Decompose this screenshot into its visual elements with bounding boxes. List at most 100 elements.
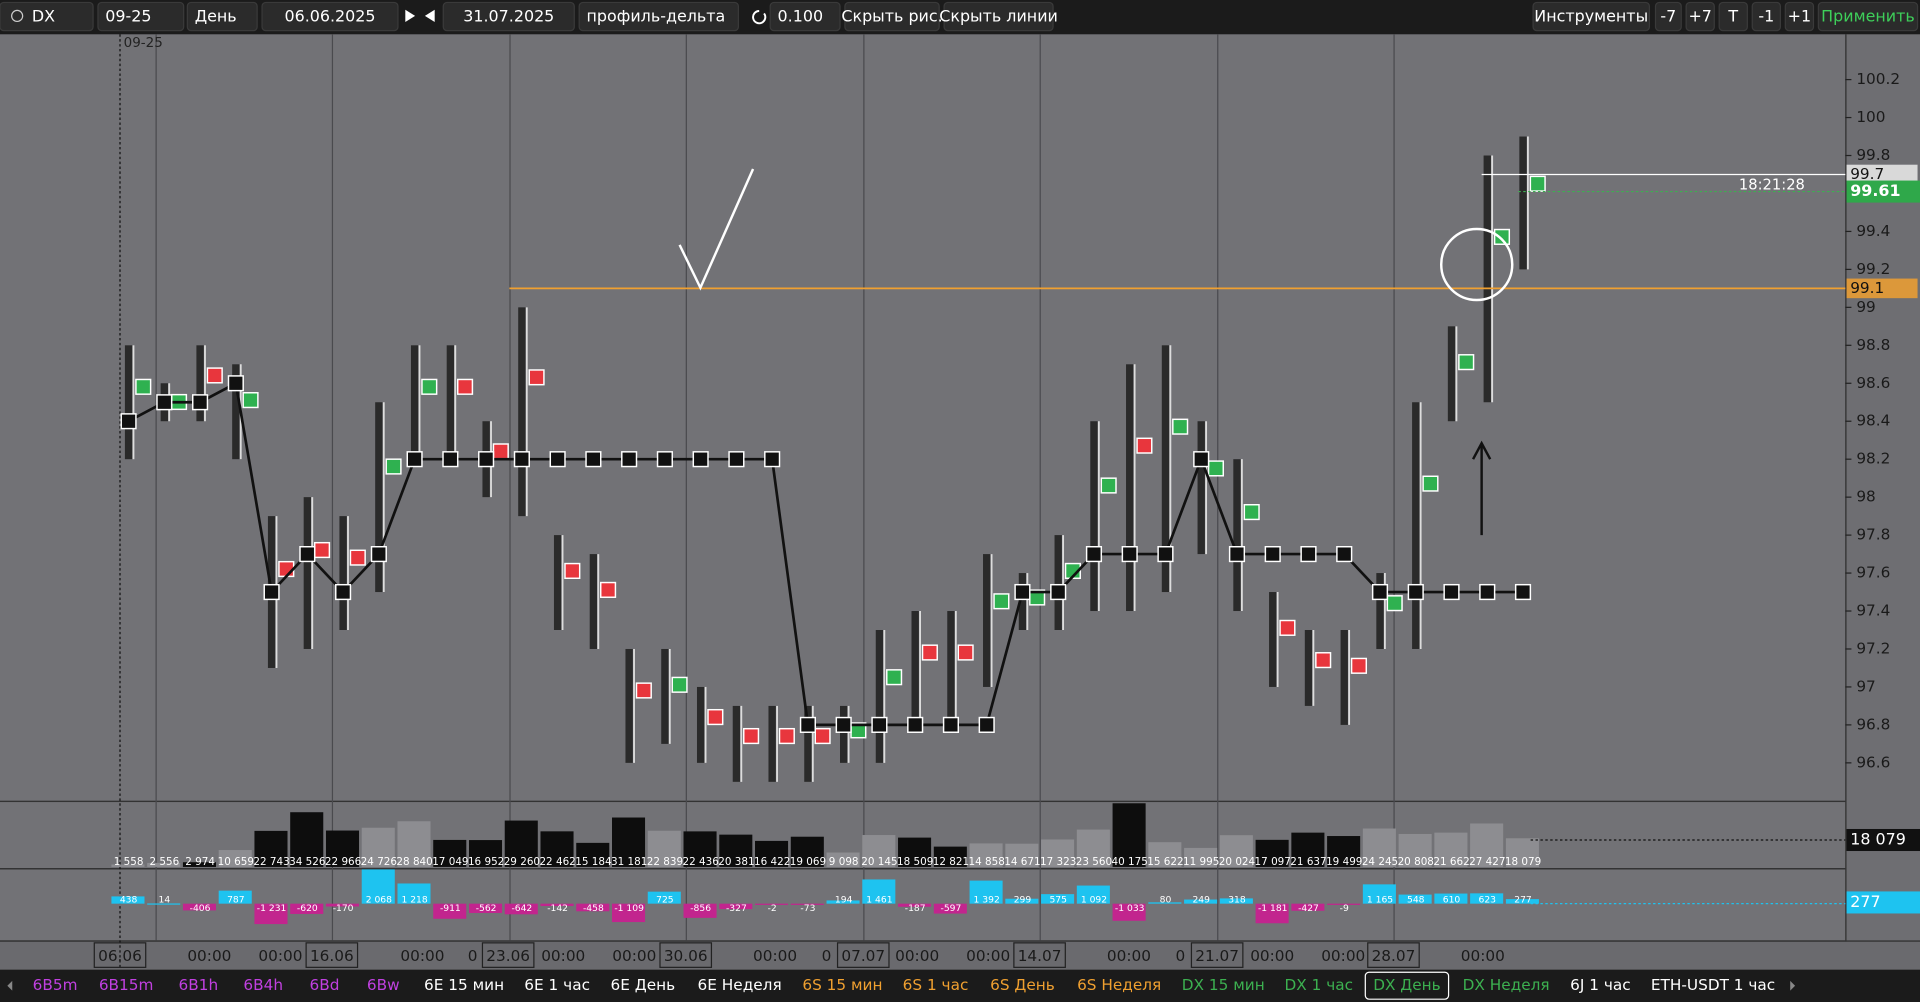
last-line-label: 99.7 — [1850, 165, 1884, 183]
volume-bar — [719, 834, 753, 867]
tab[interactable]: ETH-USDT 1 час — [1651, 976, 1775, 994]
apply-button[interactable]: Применить — [1821, 7, 1915, 26]
tab[interactable]: DX Неделя — [1463, 976, 1550, 994]
template-select-box[interactable] — [578, 1, 739, 32]
poc-box — [978, 716, 995, 733]
tab[interactable]: 6B5m — [33, 976, 78, 994]
volume-label: 10 659 — [218, 856, 254, 868]
contract-select[interactable]: 09-25 — [105, 7, 151, 26]
symbol-search-box[interactable] — [0, 1, 94, 32]
tab-scroll-left[interactable] — [7, 980, 13, 991]
step-input[interactable]: 0.100 — [778, 7, 824, 26]
delta-cell — [349, 549, 366, 566]
symbol-search[interactable]: DX — [32, 7, 55, 26]
tab[interactable]: 6E Неделя — [698, 976, 782, 994]
date-marker — [1190, 942, 1244, 968]
delta-bar — [1291, 903, 1325, 911]
tab[interactable]: 6B15m — [99, 976, 154, 994]
delta-label: 610 — [1443, 894, 1461, 905]
poc-box — [335, 583, 352, 601]
day-range — [1161, 345, 1170, 593]
shift-button-box[interactable] — [1685, 1, 1715, 32]
tab[interactable]: 6S Неделя — [1077, 976, 1161, 994]
reset-icon[interactable] — [752, 10, 767, 25]
shift-button-box[interactable] — [1751, 1, 1782, 32]
delta-label: -1 231 — [257, 903, 287, 914]
tab[interactable]: 6S 15 мин — [802, 976, 882, 994]
shift-button[interactable]: -7 — [1660, 7, 1676, 26]
poc-box — [1228, 546, 1246, 563]
day-range — [661, 648, 669, 744]
tools-button-box[interactable] — [1532, 1, 1650, 32]
tab[interactable]: 6Bw — [367, 976, 400, 994]
date-to[interactable]: 31.07.2025 — [463, 7, 554, 26]
delta-bar — [898, 903, 932, 907]
volume-bar — [540, 831, 574, 867]
tools-button[interactable]: Инструменты — [1534, 7, 1648, 26]
price-tick-label: 99.2 — [1856, 260, 1890, 278]
shift-button[interactable]: +1 — [1788, 7, 1811, 26]
date-from-box[interactable] — [261, 1, 399, 32]
poc-box — [1264, 546, 1281, 563]
tab[interactable]: 6E День — [611, 976, 676, 994]
delta-bar — [1327, 903, 1361, 905]
delta-bar — [1076, 885, 1110, 904]
period-select-box[interactable] — [186, 1, 258, 32]
day-range — [196, 345, 204, 422]
tab[interactable]: 6E 15 мин — [424, 976, 504, 994]
price-tick-label: 96.8 — [1856, 715, 1890, 733]
delta-cell — [1207, 460, 1224, 477]
delta-cell — [1172, 418, 1189, 435]
volume-label: 17 323 — [1040, 856, 1076, 868]
shift-button-box[interactable] — [1654, 1, 1682, 32]
shift-button-box[interactable] — [1784, 1, 1815, 32]
tab[interactable]: 6Bd — [310, 976, 340, 994]
price-tick-label: 98.4 — [1856, 412, 1890, 430]
day-range — [875, 630, 884, 763]
tab[interactable]: 6J 1 час — [1570, 976, 1631, 994]
template-select[interactable]: профиль-дельта — [587, 7, 726, 26]
back-button[interactable] — [424, 9, 435, 23]
date-from[interactable]: 06.06.2025 — [284, 7, 375, 26]
period-select[interactable]: День — [195, 7, 237, 26]
volume-label: 2 974 — [185, 856, 215, 868]
contract-select-box[interactable] — [97, 1, 185, 32]
tab[interactable]: 6E 1 час — [524, 976, 590, 994]
date-marker — [836, 942, 890, 968]
shift-button[interactable]: +7 — [1688, 7, 1711, 26]
tab[interactable]: DX 15 мин — [1182, 976, 1265, 994]
poc-box — [764, 451, 781, 468]
volume-label: 15 622 — [1147, 856, 1183, 868]
delta-bar — [1255, 903, 1289, 924]
shift-button[interactable]: T — [1727, 7, 1738, 26]
apply-button-box[interactable] — [1817, 1, 1919, 32]
hide-drawings-button-box[interactable] — [844, 1, 940, 32]
volume-bar — [433, 839, 467, 867]
tab[interactable]: DX День — [1373, 976, 1441, 994]
step-input-box[interactable] — [769, 1, 841, 32]
date-to-box[interactable] — [442, 1, 575, 32]
delta-label: 1 092 — [1081, 894, 1107, 905]
play-button[interactable] — [405, 9, 416, 23]
day-range — [947, 611, 955, 725]
poc-box — [1407, 583, 1424, 601]
tab[interactable]: 6S День — [990, 976, 1055, 994]
hide-drawings-button[interactable]: Скрыть рис. — [841, 7, 942, 26]
volume-bar — [290, 812, 324, 867]
day-range — [1483, 155, 1491, 403]
delta-bar — [1005, 898, 1039, 904]
shift-button[interactable]: -1 — [1758, 7, 1774, 26]
tab[interactable]: 6B4h — [243, 976, 283, 994]
volume-label: 24 726 — [361, 856, 397, 868]
tab[interactable]: 6S 1 час — [903, 976, 969, 994]
delta-label: 2 068 — [366, 894, 392, 905]
volume-bar — [111, 864, 145, 867]
tab-scroll-right[interactable] — [1790, 980, 1796, 991]
delta-cell — [814, 727, 831, 745]
tab[interactable]: DX 1 час — [1285, 976, 1354, 994]
hide-lines-button-box[interactable] — [943, 1, 1054, 32]
delta-label: -458 — [583, 903, 604, 914]
hide-lines-button[interactable]: Скрыть линии — [939, 7, 1058, 26]
shift-button-box[interactable] — [1718, 1, 1748, 32]
tab[interactable]: 6B1h — [179, 976, 219, 994]
